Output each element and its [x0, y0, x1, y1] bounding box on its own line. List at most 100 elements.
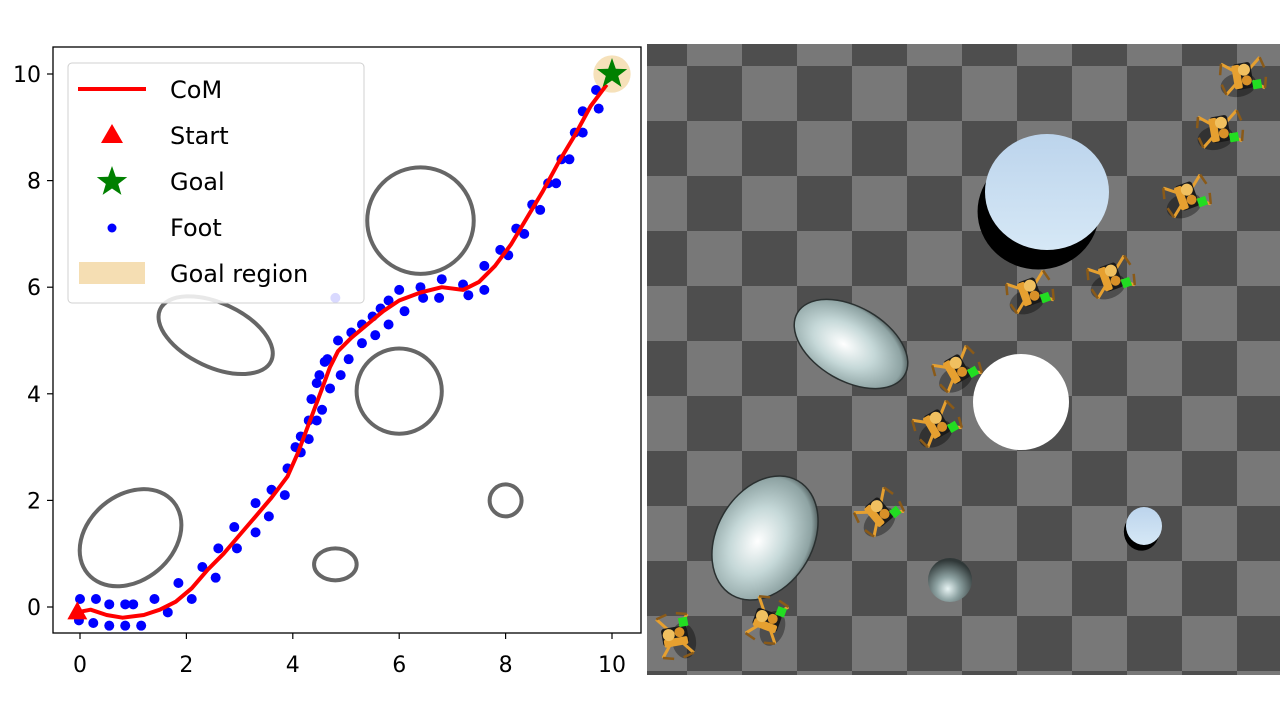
- goal-marker: [596, 58, 628, 87]
- foot-point: [314, 370, 325, 381]
- foot-point: [325, 383, 336, 394]
- legend-label: Foot: [170, 214, 222, 242]
- x-tick-label: 4: [286, 653, 300, 678]
- simulation-view: [647, 44, 1280, 675]
- obstacle-outline: [312, 546, 359, 583]
- start-goal-markers: [67, 58, 628, 620]
- x-axis: 0 2 4 6 8 10: [73, 633, 626, 678]
- robot: [655, 611, 697, 661]
- foot-point: [303, 434, 314, 445]
- robot: [744, 595, 790, 646]
- foot-point: [593, 103, 604, 114]
- y-tick-label: 10: [13, 63, 41, 88]
- foot-point: [577, 127, 588, 138]
- foot-point: [88, 617, 99, 628]
- obstacle-outline: [487, 482, 524, 519]
- foot-point: [90, 594, 101, 605]
- robot: [1005, 269, 1055, 315]
- white-sphere: [973, 354, 1069, 450]
- upper-ellipsoid: [793, 298, 909, 390]
- foot-point: [250, 527, 261, 538]
- robot: [931, 344, 983, 394]
- legend-item-start: Start: [101, 122, 229, 150]
- foot-point: [383, 295, 394, 306]
- foot-point: [104, 599, 115, 610]
- legend-label: Goal region: [170, 260, 308, 288]
- obstacle-outline: [77, 487, 184, 589]
- robot: [911, 399, 963, 449]
- small-sphere: [928, 558, 972, 602]
- trajectory-plot: 0 2 4 6 8 10 0 2 4 6 8 10 CoM Start Goal Foot Goal reg…: [13, 46, 642, 678]
- legend-label: CoM: [170, 76, 222, 104]
- plot-frame: [52, 46, 642, 634]
- foot-point: [479, 284, 490, 295]
- com-trajectory: [76, 83, 609, 620]
- obstacle-outline: [354, 346, 444, 436]
- foot-point: [418, 292, 429, 303]
- foot-point: [383, 319, 394, 330]
- foot-point: [186, 594, 197, 605]
- robot: [1162, 173, 1212, 219]
- foot-points: [73, 84, 604, 631]
- foot-point: [250, 498, 261, 509]
- obstacle-outline: [365, 165, 476, 276]
- y-tick-label: 8: [27, 170, 41, 195]
- legend-item-com: CoM: [78, 76, 222, 104]
- foot-point: [75, 594, 85, 605]
- legend-item-goal-region: Goal region: [79, 260, 308, 288]
- foot-point: [434, 292, 445, 303]
- y-axis: 0 2 4 6 8 10: [13, 63, 53, 621]
- obstacles-3d: [711, 134, 1162, 602]
- foot-point: [415, 282, 426, 293]
- foot-point: [551, 178, 562, 189]
- foot-point: [229, 522, 240, 533]
- foot-point: [317, 404, 328, 415]
- obstacle-outlines: [77, 165, 524, 589]
- large-cylinder: [977, 134, 1109, 270]
- legend-label: Goal: [170, 168, 225, 196]
- foot-point: [104, 620, 115, 631]
- lower-ellipsoid: [711, 475, 819, 601]
- foot-point: [564, 154, 575, 165]
- robot: [1086, 254, 1136, 300]
- foot-point: [162, 607, 173, 618]
- x-tick-label: 6: [392, 653, 406, 678]
- y-tick-label: 0: [27, 596, 41, 621]
- robot: [1195, 109, 1245, 151]
- start-marker: [67, 601, 88, 620]
- foot-point: [279, 490, 290, 501]
- x-tick-label: 2: [179, 653, 193, 678]
- foot-point: [231, 543, 242, 554]
- legend-label: Start: [170, 122, 229, 150]
- foot-point: [479, 260, 490, 271]
- foot-point: [128, 599, 139, 610]
- foot-point: [173, 578, 184, 589]
- foot-point: [263, 511, 274, 522]
- foot-point: [197, 562, 208, 573]
- foot-point: [436, 274, 447, 285]
- foot-point: [343, 354, 354, 365]
- foot-point: [306, 394, 317, 405]
- legend-item-goal: Goal: [96, 166, 225, 196]
- x-tick-label: 0: [73, 653, 87, 678]
- foot-point: [463, 290, 474, 301]
- y-tick-label: 6: [27, 276, 41, 301]
- com-line: [76, 83, 609, 620]
- plot-canvas: 0 2 4 6 8 10 0 2 4 6 8 10 CoM Start Goal Foot Goal reg…: [13, 46, 642, 678]
- small-cylinder: [1123, 507, 1162, 551]
- foot-point: [535, 204, 546, 215]
- foot-point: [120, 599, 131, 610]
- foot-point: [136, 620, 147, 631]
- y-tick-label: 2: [27, 489, 41, 514]
- foot-point: [120, 620, 131, 631]
- foot-point: [213, 543, 224, 554]
- x-tick-label: 10: [598, 653, 626, 678]
- foot-point: [333, 335, 344, 346]
- obstacle-outline: [156, 294, 275, 377]
- quadruped-robots: [655, 56, 1268, 661]
- foot-point: [311, 415, 322, 426]
- legend: CoM Start Goal Foot Goal region: [67, 62, 365, 304]
- foot-point: [370, 330, 381, 341]
- foot-point: [399, 306, 410, 317]
- legend-item-foot: Foot: [107, 214, 222, 242]
